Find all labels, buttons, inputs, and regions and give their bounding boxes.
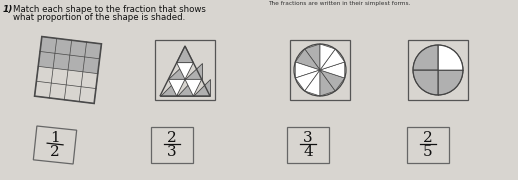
Polygon shape — [413, 45, 438, 70]
Polygon shape — [320, 49, 344, 70]
Polygon shape — [320, 44, 335, 70]
Text: 2: 2 — [50, 145, 60, 159]
Polygon shape — [55, 38, 71, 55]
Text: what proportion of the shape is shaded.: what proportion of the shape is shaded. — [13, 13, 185, 22]
Polygon shape — [160, 79, 177, 96]
Polygon shape — [193, 79, 210, 96]
Polygon shape — [177, 79, 193, 96]
Polygon shape — [85, 42, 102, 59]
Text: 3: 3 — [167, 145, 177, 159]
Polygon shape — [305, 70, 320, 96]
Polygon shape — [68, 55, 85, 72]
Text: 2: 2 — [423, 131, 433, 145]
Polygon shape — [438, 70, 463, 95]
Polygon shape — [185, 63, 202, 79]
Polygon shape — [177, 63, 193, 79]
Text: 4: 4 — [303, 145, 313, 159]
Polygon shape — [320, 70, 335, 96]
Polygon shape — [295, 62, 320, 78]
Text: 5: 5 — [423, 145, 433, 159]
Polygon shape — [38, 51, 55, 68]
Polygon shape — [185, 79, 202, 96]
Polygon shape — [168, 79, 185, 96]
Polygon shape — [320, 70, 344, 91]
Text: The fractions are written in their simplest forms.: The fractions are written in their simpl… — [268, 1, 410, 6]
Text: 3: 3 — [303, 131, 313, 145]
Polygon shape — [295, 70, 320, 91]
Polygon shape — [438, 45, 463, 70]
Polygon shape — [320, 62, 344, 78]
Text: Match each shape to the fraction that shows: Match each shape to the fraction that sh… — [13, 5, 206, 14]
Text: 1): 1) — [3, 5, 13, 14]
Polygon shape — [53, 53, 70, 70]
Text: 1: 1 — [50, 131, 60, 145]
Polygon shape — [40, 37, 57, 53]
Polygon shape — [177, 46, 193, 63]
Polygon shape — [413, 70, 438, 95]
Polygon shape — [83, 57, 99, 74]
Text: 2: 2 — [167, 131, 177, 145]
Polygon shape — [305, 44, 320, 70]
Polygon shape — [168, 63, 185, 79]
Polygon shape — [295, 49, 320, 70]
Polygon shape — [70, 40, 87, 57]
